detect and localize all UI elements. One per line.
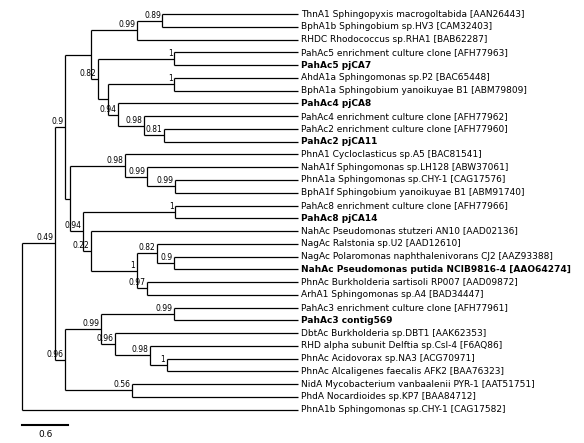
Text: PahAc8 enrichment culture clone [AFH77966]: PahAc8 enrichment culture clone [AFH7796…	[301, 201, 508, 210]
Text: 1: 1	[169, 202, 174, 211]
Text: PahAc3 enrichment culture clone [AFH77961]: PahAc3 enrichment culture clone [AFH7796…	[301, 303, 508, 312]
Text: NahAc Pseudomonas putida NCIB9816-4 [AAO64274]: NahAc Pseudomonas putida NCIB9816-4 [AAO…	[301, 265, 571, 274]
Text: 0.99: 0.99	[157, 176, 174, 185]
Text: 0.98: 0.98	[131, 346, 148, 354]
Text: PhnAc Acidovorax sp.NA3 [ACG70971]: PhnAc Acidovorax sp.NA3 [ACG70971]	[301, 354, 475, 363]
Text: NahA1f Sphingomonas sp.LH128 [ABW37061]: NahA1f Sphingomonas sp.LH128 [ABW37061]	[301, 163, 509, 172]
Text: DbtAc Burkholderia sp.DBT1 [AAK62353]: DbtAc Burkholderia sp.DBT1 [AAK62353]	[301, 329, 486, 338]
Text: PahAc4 enrichment culture clone [AFH77962]: PahAc4 enrichment culture clone [AFH7796…	[301, 112, 507, 120]
Text: PahAc2 enrichment culture clone [AFH77960]: PahAc2 enrichment culture clone [AFH7796…	[301, 124, 508, 133]
Text: 0.98: 0.98	[126, 116, 142, 125]
Text: BphA1b Sphingobium sp.HV3 [CAM32403]: BphA1b Sphingobium sp.HV3 [CAM32403]	[301, 23, 492, 31]
Text: 0.81: 0.81	[146, 125, 162, 134]
Text: 0.97: 0.97	[128, 278, 145, 288]
Text: 0.82: 0.82	[79, 69, 96, 78]
Text: 1: 1	[168, 49, 172, 58]
Text: ArhA1 Sphingomonas sp.A4 [BAD34447]: ArhA1 Sphingomonas sp.A4 [BAD34447]	[301, 290, 484, 299]
Text: 0.89: 0.89	[144, 11, 161, 19]
Text: 0.99: 0.99	[128, 167, 145, 176]
Text: 0.94: 0.94	[65, 222, 82, 230]
Text: PahAc8 pjCA14: PahAc8 pjCA14	[301, 214, 378, 223]
Text: AhdA1a Sphingomonas sp.P2 [BAC65448]: AhdA1a Sphingomonas sp.P2 [BAC65448]	[301, 74, 490, 82]
Text: 0.6: 0.6	[38, 430, 53, 439]
Text: PahAc2 pjCA11: PahAc2 pjCA11	[301, 137, 377, 146]
Text: NagAc Polaromonas naphthalenivorans CJ2 [AAZ93388]: NagAc Polaromonas naphthalenivorans CJ2 …	[301, 252, 553, 261]
Text: 0.82: 0.82	[138, 243, 155, 253]
Text: NidA Mycobacterium vanbaalenii PYR-1 [AAT51751]: NidA Mycobacterium vanbaalenii PYR-1 [AA…	[301, 380, 535, 389]
Text: BphA1a Sphingobium yanoikuyae B1 [ABM79809]: BphA1a Sphingobium yanoikuyae B1 [ABM798…	[301, 86, 527, 95]
Text: 0.49: 0.49	[36, 233, 53, 242]
Text: PhnA1b Sphingomonas sp.CHY-1 [CAG17582]: PhnA1b Sphingomonas sp.CHY-1 [CAG17582]	[301, 405, 506, 414]
Text: 0.98: 0.98	[107, 155, 124, 165]
Text: 0.9: 0.9	[51, 117, 63, 125]
Text: 0.94: 0.94	[99, 105, 116, 113]
Text: PhnA1a Sphingomonas sp.CHY-1 [CAG17576]: PhnA1a Sphingomonas sp.CHY-1 [CAG17576]	[301, 175, 506, 184]
Text: PhnAc Burkholderia sartisoli RP007 [AAD09872]: PhnAc Burkholderia sartisoli RP007 [AAD0…	[301, 278, 518, 287]
Text: 0.99: 0.99	[118, 20, 135, 29]
Text: ThnA1 Sphingopyxis macrogoltabida [AAN26443]: ThnA1 Sphingopyxis macrogoltabida [AAN26…	[301, 10, 524, 19]
Text: PhnA1 Cycloclasticus sp.A5 [BAC81541]: PhnA1 Cycloclasticus sp.A5 [BAC81541]	[301, 150, 482, 159]
Text: 0.56: 0.56	[114, 381, 131, 389]
Text: 0.99: 0.99	[155, 304, 172, 313]
Text: PhnAc Alcaligenes faecalis AFK2 [BAA76323]: PhnAc Alcaligenes faecalis AFK2 [BAA7632…	[301, 367, 504, 376]
Text: 0.9: 0.9	[161, 253, 172, 262]
Text: PahAc5 pjCA7: PahAc5 pjCA7	[301, 61, 371, 70]
Text: 1: 1	[130, 261, 135, 270]
Text: 1: 1	[168, 74, 172, 83]
Text: PahAc5 enrichment culture clone [AFH77963]: PahAc5 enrichment culture clone [AFH7796…	[301, 48, 508, 57]
Text: RHDC Rhodococcus sp.RHA1 [BAB62287]: RHDC Rhodococcus sp.RHA1 [BAB62287]	[301, 35, 488, 44]
Text: PahAc4 pjCA8: PahAc4 pjCA8	[301, 99, 371, 108]
Text: NahAc Pseudomonas stutzeri AN10 [AAD02136]: NahAc Pseudomonas stutzeri AN10 [AAD0213…	[301, 226, 518, 236]
Text: 1: 1	[161, 355, 165, 364]
Text: PhdA Nocardioides sp.KP7 [BAA84712]: PhdA Nocardioides sp.KP7 [BAA84712]	[301, 392, 476, 401]
Text: 0.99: 0.99	[82, 319, 99, 328]
Text: 0.96: 0.96	[96, 334, 113, 343]
Text: 0.22: 0.22	[72, 241, 89, 250]
Text: RHD alpha subunit Delftia sp.Csl-4 [F6AQ86]: RHD alpha subunit Delftia sp.Csl-4 [F6AQ…	[301, 341, 502, 350]
Text: NagAc Ralstonia sp.U2 [AAD12610]: NagAc Ralstonia sp.U2 [AAD12610]	[301, 239, 461, 248]
Text: PahAc3 contig569: PahAc3 contig569	[301, 316, 392, 325]
Text: 0.96: 0.96	[46, 350, 63, 359]
Text: BphA1f Sphingobium yanoikuyae B1 [ABM91740]: BphA1f Sphingobium yanoikuyae B1 [ABM917…	[301, 188, 524, 197]
